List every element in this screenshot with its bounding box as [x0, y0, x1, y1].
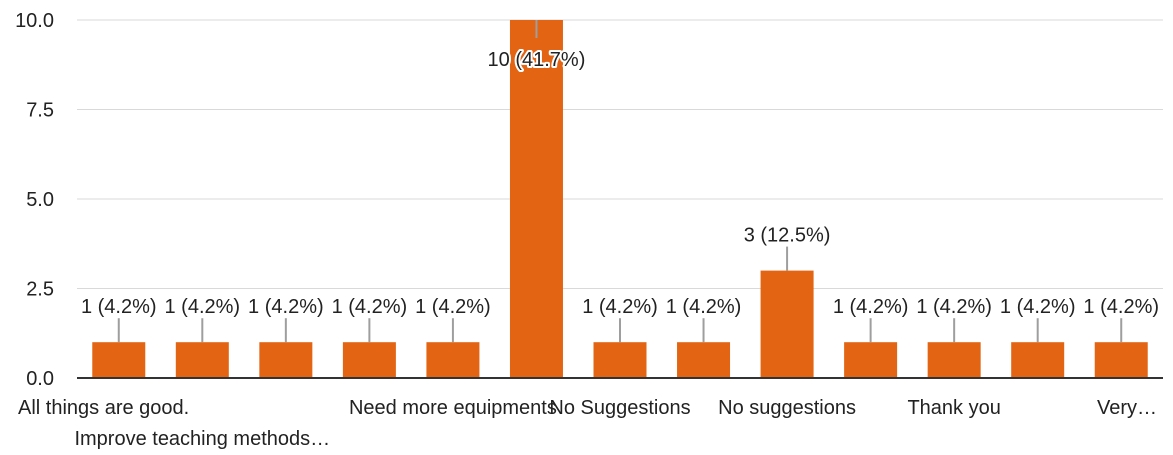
data-label: 1 (4.2%) [833, 296, 909, 318]
bar[interactable] [92, 342, 146, 378]
y-tick-label: 2.5 [26, 279, 54, 301]
x-tick-label: No suggestions [718, 397, 856, 419]
data-label: 1 (4.2%) [1000, 296, 1076, 318]
x-tick-label: No Suggestions [549, 397, 690, 419]
y-tick-label: 5.0 [26, 189, 54, 211]
data-labels: 1 (4.2%) 1 (4.2%) 1 (4.2%) 1 (4.2%) 1 (4.2%)… [81, 20, 1159, 343]
grid-lines [77, 19, 1163, 289]
bar[interactable] [677, 342, 731, 378]
bar[interactable] [1094, 342, 1148, 378]
bar[interactable] [1011, 342, 1065, 378]
x-tick-label: Thank you [907, 397, 1000, 419]
data-label: 1 (4.2%) [666, 296, 742, 318]
y-tick-label: 7.5 [26, 100, 54, 122]
y-tick-label: 0.0 [26, 368, 54, 390]
bar[interactable] [342, 342, 396, 378]
bar[interactable] [426, 342, 480, 378]
bar[interactable] [259, 342, 313, 378]
data-label: 1 (4.2%) [165, 296, 241, 318]
bar[interactable] [509, 20, 563, 378]
data-label: 1 (4.2%) [248, 296, 324, 318]
data-label: 1 (4.2%) [415, 296, 491, 318]
bar[interactable] [844, 342, 898, 378]
data-label: 3 (12.5%) [744, 225, 831, 247]
x-tick-label: All things are good. [18, 397, 189, 419]
x-axis-labels: All things are good. Improve teaching met… [18, 397, 1157, 450]
x-tick-label: Need more equipments [349, 397, 557, 419]
data-label: 10 (41.7%) [488, 49, 586, 71]
data-label: 1 (4.2%) [916, 296, 992, 318]
bars [92, 20, 1148, 378]
data-label: 1 (4.2%) [582, 296, 658, 318]
data-label: 1 (4.2%) [332, 296, 408, 318]
x-tick-label: Very… [1097, 397, 1157, 419]
bar[interactable] [593, 342, 647, 378]
y-axis: 0.0 2.5 5.0 7.5 10.0 [15, 10, 54, 390]
bar[interactable] [175, 342, 229, 378]
bar[interactable] [927, 342, 981, 378]
bar[interactable] [760, 270, 814, 378]
y-tick-label: 10.0 [15, 10, 54, 32]
x-tick-label: Improve teaching methods… [74, 428, 330, 450]
data-label: 1 (4.2%) [1083, 296, 1159, 318]
data-label: 1 (4.2%) [81, 296, 157, 318]
